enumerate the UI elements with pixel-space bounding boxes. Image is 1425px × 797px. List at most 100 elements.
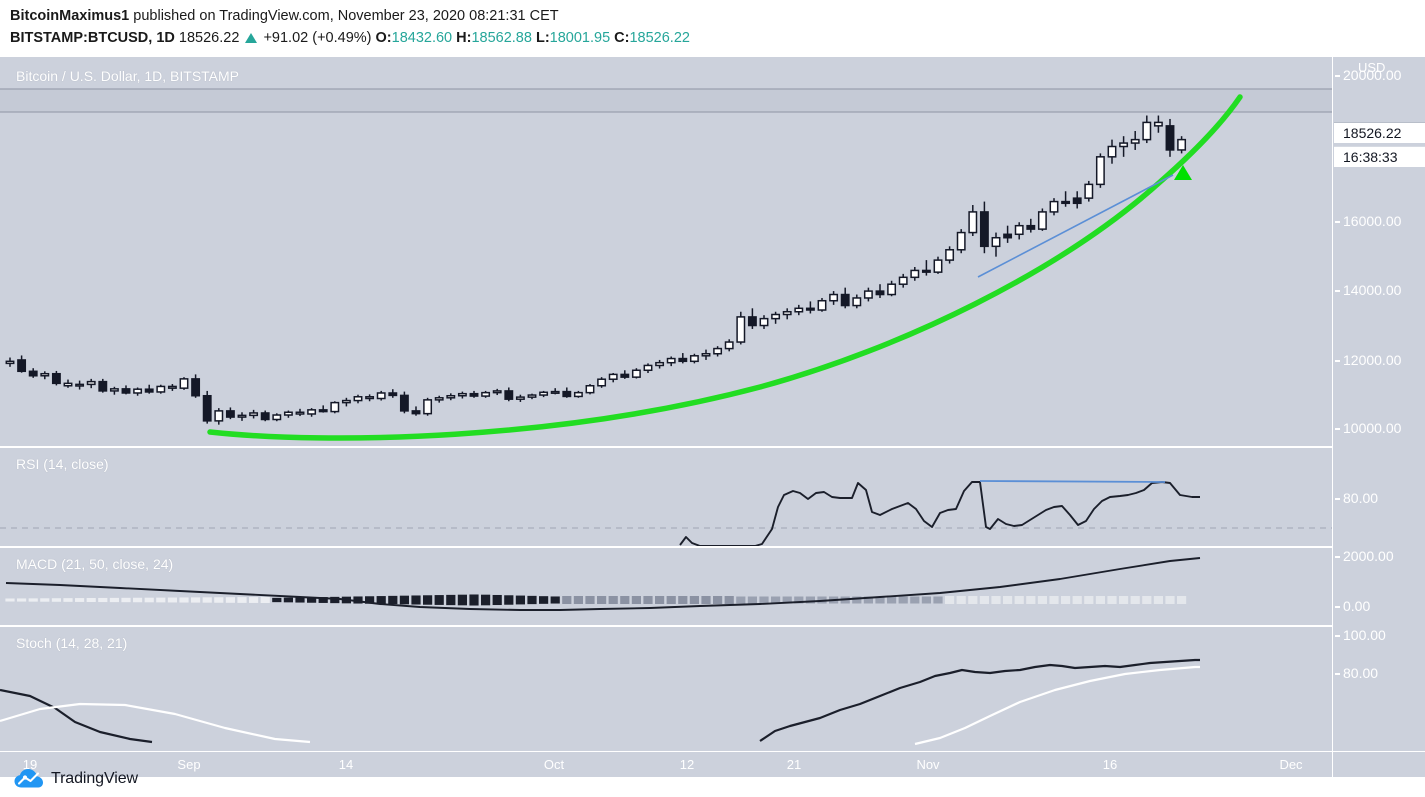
candle-body-bullish	[1037, 211, 1047, 230]
candle-body-bullish	[724, 341, 734, 350]
macd-histogram-bar	[237, 597, 247, 603]
time-scale[interactable]: 19 Sep 14 Oct 12 21 Nov 16 Dec	[0, 751, 1425, 777]
candle-body-bullish	[1107, 145, 1117, 158]
candle-body-bullish	[179, 378, 189, 389]
macd-histogram-bar	[736, 596, 746, 604]
rsi-pane[interactable]: RSI (14, close)	[0, 447, 1332, 546]
macd-histogram-bar	[597, 596, 607, 604]
high-label: H:	[456, 30, 472, 46]
candle-body-bullish	[863, 290, 873, 299]
tradingview-brand[interactable]: TradingView	[14, 767, 138, 791]
candle-body-bearish	[202, 394, 212, 422]
candle-body-bullish	[539, 391, 549, 396]
candle-body-bullish	[1049, 200, 1059, 213]
candle-body-bullish	[817, 299, 827, 311]
macd-histogram-bar	[945, 596, 955, 604]
symbol-label[interactable]: BITSTAMP:BTCUSD, 1D	[10, 30, 175, 46]
price-pane[interactable]: Bitcoin / U.S. Dollar, 1D, BITSTAMP	[0, 57, 1332, 446]
candle-body-bullish	[249, 412, 259, 417]
rsi-bearish-divergence-trendline	[979, 480, 1166, 483]
candle-body-bearish	[805, 307, 815, 311]
macd-histogram-bar	[852, 596, 862, 604]
current-price-badge: 18526.22	[1334, 122, 1425, 143]
rsi-line	[679, 481, 1200, 546]
macd-histogram-bar	[133, 597, 143, 603]
candle-body-bullish	[481, 391, 491, 397]
candle-body-bullish	[991, 236, 1001, 248]
candle-body-bearish	[144, 388, 154, 393]
macd-histogram-bar	[330, 596, 340, 604]
candle-body-bearish	[979, 211, 989, 248]
macd-histogram-bar	[1037, 596, 1047, 604]
candle-body-bearish	[260, 412, 270, 421]
candle-body-bullish	[365, 396, 375, 400]
macd-histogram-bar	[979, 596, 989, 604]
chart-area[interactable]: Bitcoin / U.S. Dollar, 1D, BITSTAMP RSI …	[0, 57, 1425, 751]
macd-histogram-bar	[550, 596, 560, 604]
macd-histogram-bar	[17, 598, 27, 602]
candle-body-bearish	[562, 390, 572, 398]
candle-body-bearish	[1003, 233, 1013, 239]
price-tick-10000: 10000.00	[1334, 420, 1402, 436]
candle-body-bearish	[1026, 224, 1036, 230]
resistance-band	[0, 88, 1332, 113]
candle-body-bullish	[597, 378, 607, 387]
macd-histogram-bar	[225, 597, 235, 603]
candle-body-bullish	[214, 410, 224, 422]
candle-body-bullish	[1153, 121, 1163, 127]
stoch-pane[interactable]: Stoch (14, 28, 21)	[0, 626, 1332, 751]
candle-body-bullish	[701, 352, 711, 357]
candle-body-bullish	[956, 231, 966, 251]
candle-body-bullish	[1177, 138, 1187, 151]
stoch-d-line-left	[0, 702, 311, 744]
macd-histogram-bar	[794, 596, 804, 604]
candle-body-bullish	[237, 414, 247, 418]
price-scale[interactable]: USD 20000.00 16000.00 14000.00 12000.00 …	[1332, 57, 1425, 751]
macd-histogram	[5, 594, 1187, 606]
candle-body-bullish	[434, 397, 444, 401]
candle-body-bullish	[666, 357, 676, 364]
rsi-pane-title: RSI (14, close)	[16, 456, 109, 472]
candle-body-bearish	[191, 378, 201, 397]
macd-histogram-bar	[318, 597, 328, 603]
candle-body-bullish	[713, 347, 723, 355]
macd-histogram-bar	[724, 596, 734, 604]
macd-histogram-bar	[1107, 596, 1117, 604]
price-tick-20000: 20000.00	[1334, 67, 1402, 83]
macd-histogram-bar	[1049, 596, 1059, 604]
macd-histogram-bar	[1072, 596, 1082, 604]
candle-body-bullish	[1014, 224, 1024, 236]
macd-histogram-bar	[1142, 596, 1152, 604]
macd-histogram-bar	[782, 596, 792, 604]
macd-histogram-bar	[202, 597, 212, 603]
time-tick-sep: Sep	[177, 757, 201, 772]
macd-pane[interactable]: MACD (21, 50, close, 24)	[0, 547, 1332, 625]
candle-body-bearish	[318, 409, 328, 413]
candle-body-bearish	[747, 316, 757, 327]
macd-histogram-bar	[805, 596, 815, 604]
candle-body-bullish	[63, 382, 73, 387]
bar-countdown-badge: 16:38:33	[1334, 146, 1425, 167]
macd-histogram-bar	[1003, 596, 1013, 604]
macd-histogram-bar	[643, 596, 653, 604]
stoch-pane-title: Stoch (14, 28, 21)	[16, 635, 128, 651]
macd-tick-0: 0.00	[1334, 598, 1371, 614]
chart-header: BitcoinMaximus1 published on TradingView…	[0, 0, 1425, 53]
macd-histogram-bar	[156, 597, 166, 603]
author-name: BitcoinMaximus1	[10, 8, 130, 24]
candle-body-bearish	[388, 392, 398, 397]
price-tick-12000: 12000.00	[1334, 352, 1402, 368]
candle-body-bearish	[620, 373, 630, 378]
candle-body-bullish	[330, 401, 340, 413]
time-tick-21: 21	[786, 757, 802, 772]
candle-body-bullish	[40, 372, 50, 377]
macd-histogram-bar	[515, 595, 525, 605]
candle-body-bullish	[376, 392, 386, 400]
macd-histogram-bar	[214, 597, 224, 603]
candle-body-bullish	[689, 355, 699, 363]
macd-histogram-bar	[631, 596, 641, 604]
price-tick-16000: 16000.00	[1334, 213, 1402, 229]
pane-separator-rsi	[0, 446, 1425, 448]
macd-histogram-bar	[307, 597, 317, 603]
price-change: +91.02 (+0.49%)	[263, 30, 372, 46]
